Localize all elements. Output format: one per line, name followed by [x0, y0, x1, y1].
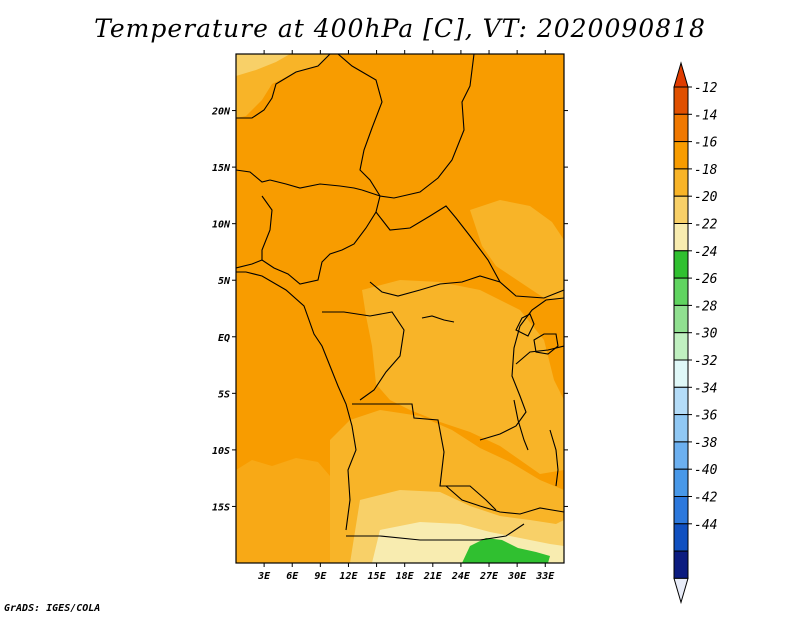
- plot-frame: [235, 53, 565, 564]
- border-west: [236, 54, 383, 285]
- colorbar-label: -32: [694, 354, 718, 369]
- lake-tanganyika: [513, 399, 529, 451]
- lat-tick-label: 20N: [211, 107, 231, 118]
- colorbar-swatch: [673, 359, 689, 388]
- colorbar-swatch: [673, 414, 689, 443]
- lat-tick-label: 5N: [218, 276, 231, 287]
- colorbar-swatch: [673, 550, 689, 579]
- lat-tick-label: EQ: [218, 333, 230, 344]
- colorbar-swatch: [673, 113, 689, 143]
- lon-tick-label: 33E: [535, 571, 555, 582]
- colorbar-label: -40: [694, 463, 718, 478]
- colorbar-swatch: [673, 168, 689, 197]
- colorbar-label: -22: [694, 218, 718, 233]
- field-region-northwest: [236, 54, 330, 118]
- border-north: [361, 54, 475, 199]
- colorbar-label: -14: [694, 108, 717, 123]
- field-region-green: [462, 538, 550, 563]
- lon-tick-label: 30E: [507, 571, 527, 582]
- colorbar-label: -42: [694, 491, 718, 506]
- lake-victoria: [533, 333, 559, 355]
- colorbar-label: -12: [694, 81, 718, 96]
- lake-congo: [421, 315, 455, 323]
- lon-tick-label: 21E: [423, 571, 443, 582]
- grads-credit: GrADS: IGES/COLA: [4, 603, 101, 614]
- lat-tick-label: 15N: [212, 163, 231, 174]
- border-mali: [236, 54, 331, 119]
- colorbar-label: -44: [694, 518, 717, 533]
- colorbar-swatch: [673, 86, 689, 115]
- lon-tick-label: 3E: [257, 571, 271, 582]
- border-angola: [352, 403, 497, 511]
- map-title: Temperature at 400hPa [C], VT: 202009081…: [94, 14, 706, 43]
- colorbar-label: -28: [694, 299, 718, 314]
- border-namibia: [346, 523, 525, 541]
- lon-tick-label: 6E: [286, 571, 299, 582]
- lon-tick-label: 27E: [479, 571, 499, 582]
- colorbar-under-triangle: [673, 577, 689, 605]
- lake-albert: [515, 313, 535, 337]
- lon-tick-label: 15E: [368, 571, 387, 582]
- colorbar-swatch: [673, 277, 689, 306]
- colorbar-swatch: [673, 468, 689, 498]
- colorbar-swatch: [673, 141, 689, 170]
- colorbar-label: -24: [694, 245, 717, 260]
- colorbar: -12 -14 -16 -18 -20 -22 -24 -26 -28 -30 -32 -34 -36 -…: [673, 61, 718, 605]
- colorbar-label: -34: [694, 381, 717, 396]
- colorbar-swatch: [673, 304, 689, 334]
- colorbar-swatch: [673, 523, 689, 552]
- lon-tick-label: 24E: [451, 571, 471, 582]
- lon-axis-labels: 3E 6E 9E 12E 15E 18E 21E 24E 27E 30E 33E: [257, 571, 555, 582]
- lat-tick-label: 10N: [212, 220, 231, 231]
- lat-tick-label: 15S: [212, 502, 230, 513]
- colorbar-over-triangle: [673, 61, 689, 88]
- border-east: [479, 297, 564, 441]
- border-central-north: [375, 205, 564, 299]
- field-region-west-coast: [236, 458, 340, 563]
- coastline: [236, 271, 357, 531]
- lon-tick-label: 9E: [314, 571, 327, 582]
- colorbar-swatch: [673, 250, 689, 279]
- colorbar-swatch: [673, 332, 689, 361]
- lat-tick-label: 5S: [218, 389, 230, 400]
- lake-malawi: [549, 429, 559, 487]
- colorbar-swatch: [673, 195, 689, 224]
- colorbar-label: -36: [694, 409, 718, 424]
- field-region-east-north: [470, 200, 564, 300]
- temperature-field: [236, 54, 564, 563]
- field-region-central: [362, 280, 564, 474]
- colorbar-label: -20: [694, 190, 718, 205]
- colorbar-label: -16: [694, 136, 718, 151]
- lakes: [421, 313, 559, 487]
- lon-tick-label: 18E: [396, 571, 415, 582]
- border-gabon-congo: [322, 311, 405, 401]
- border-car: [369, 275, 501, 297]
- border-niger-nigeria: [269, 179, 363, 191]
- colorbar-label: -38: [694, 436, 718, 451]
- colorbar-label: -26: [694, 272, 718, 287]
- border-zambia: [445, 485, 564, 515]
- colorbar-swatch: [673, 223, 689, 252]
- colorbar-swatch: [673, 441, 689, 470]
- border-burkina: [236, 169, 271, 183]
- tick-marks: [232, 50, 568, 567]
- field-region-north-band: [236, 54, 290, 76]
- borders: [236, 54, 564, 541]
- colorbar-swatch: [673, 496, 689, 525]
- lon-tick-label: 12E: [339, 571, 358, 582]
- border-benin: [261, 195, 273, 260]
- colorbar-label: -18: [694, 163, 718, 178]
- lat-tick-label: 10S: [212, 446, 230, 457]
- lat-axis-labels: 20N 15N 10N 5N EQ 5S 10S 15S: [211, 107, 231, 514]
- colorbar-swatch: [673, 386, 689, 416]
- colorbar-label: -30: [694, 327, 718, 342]
